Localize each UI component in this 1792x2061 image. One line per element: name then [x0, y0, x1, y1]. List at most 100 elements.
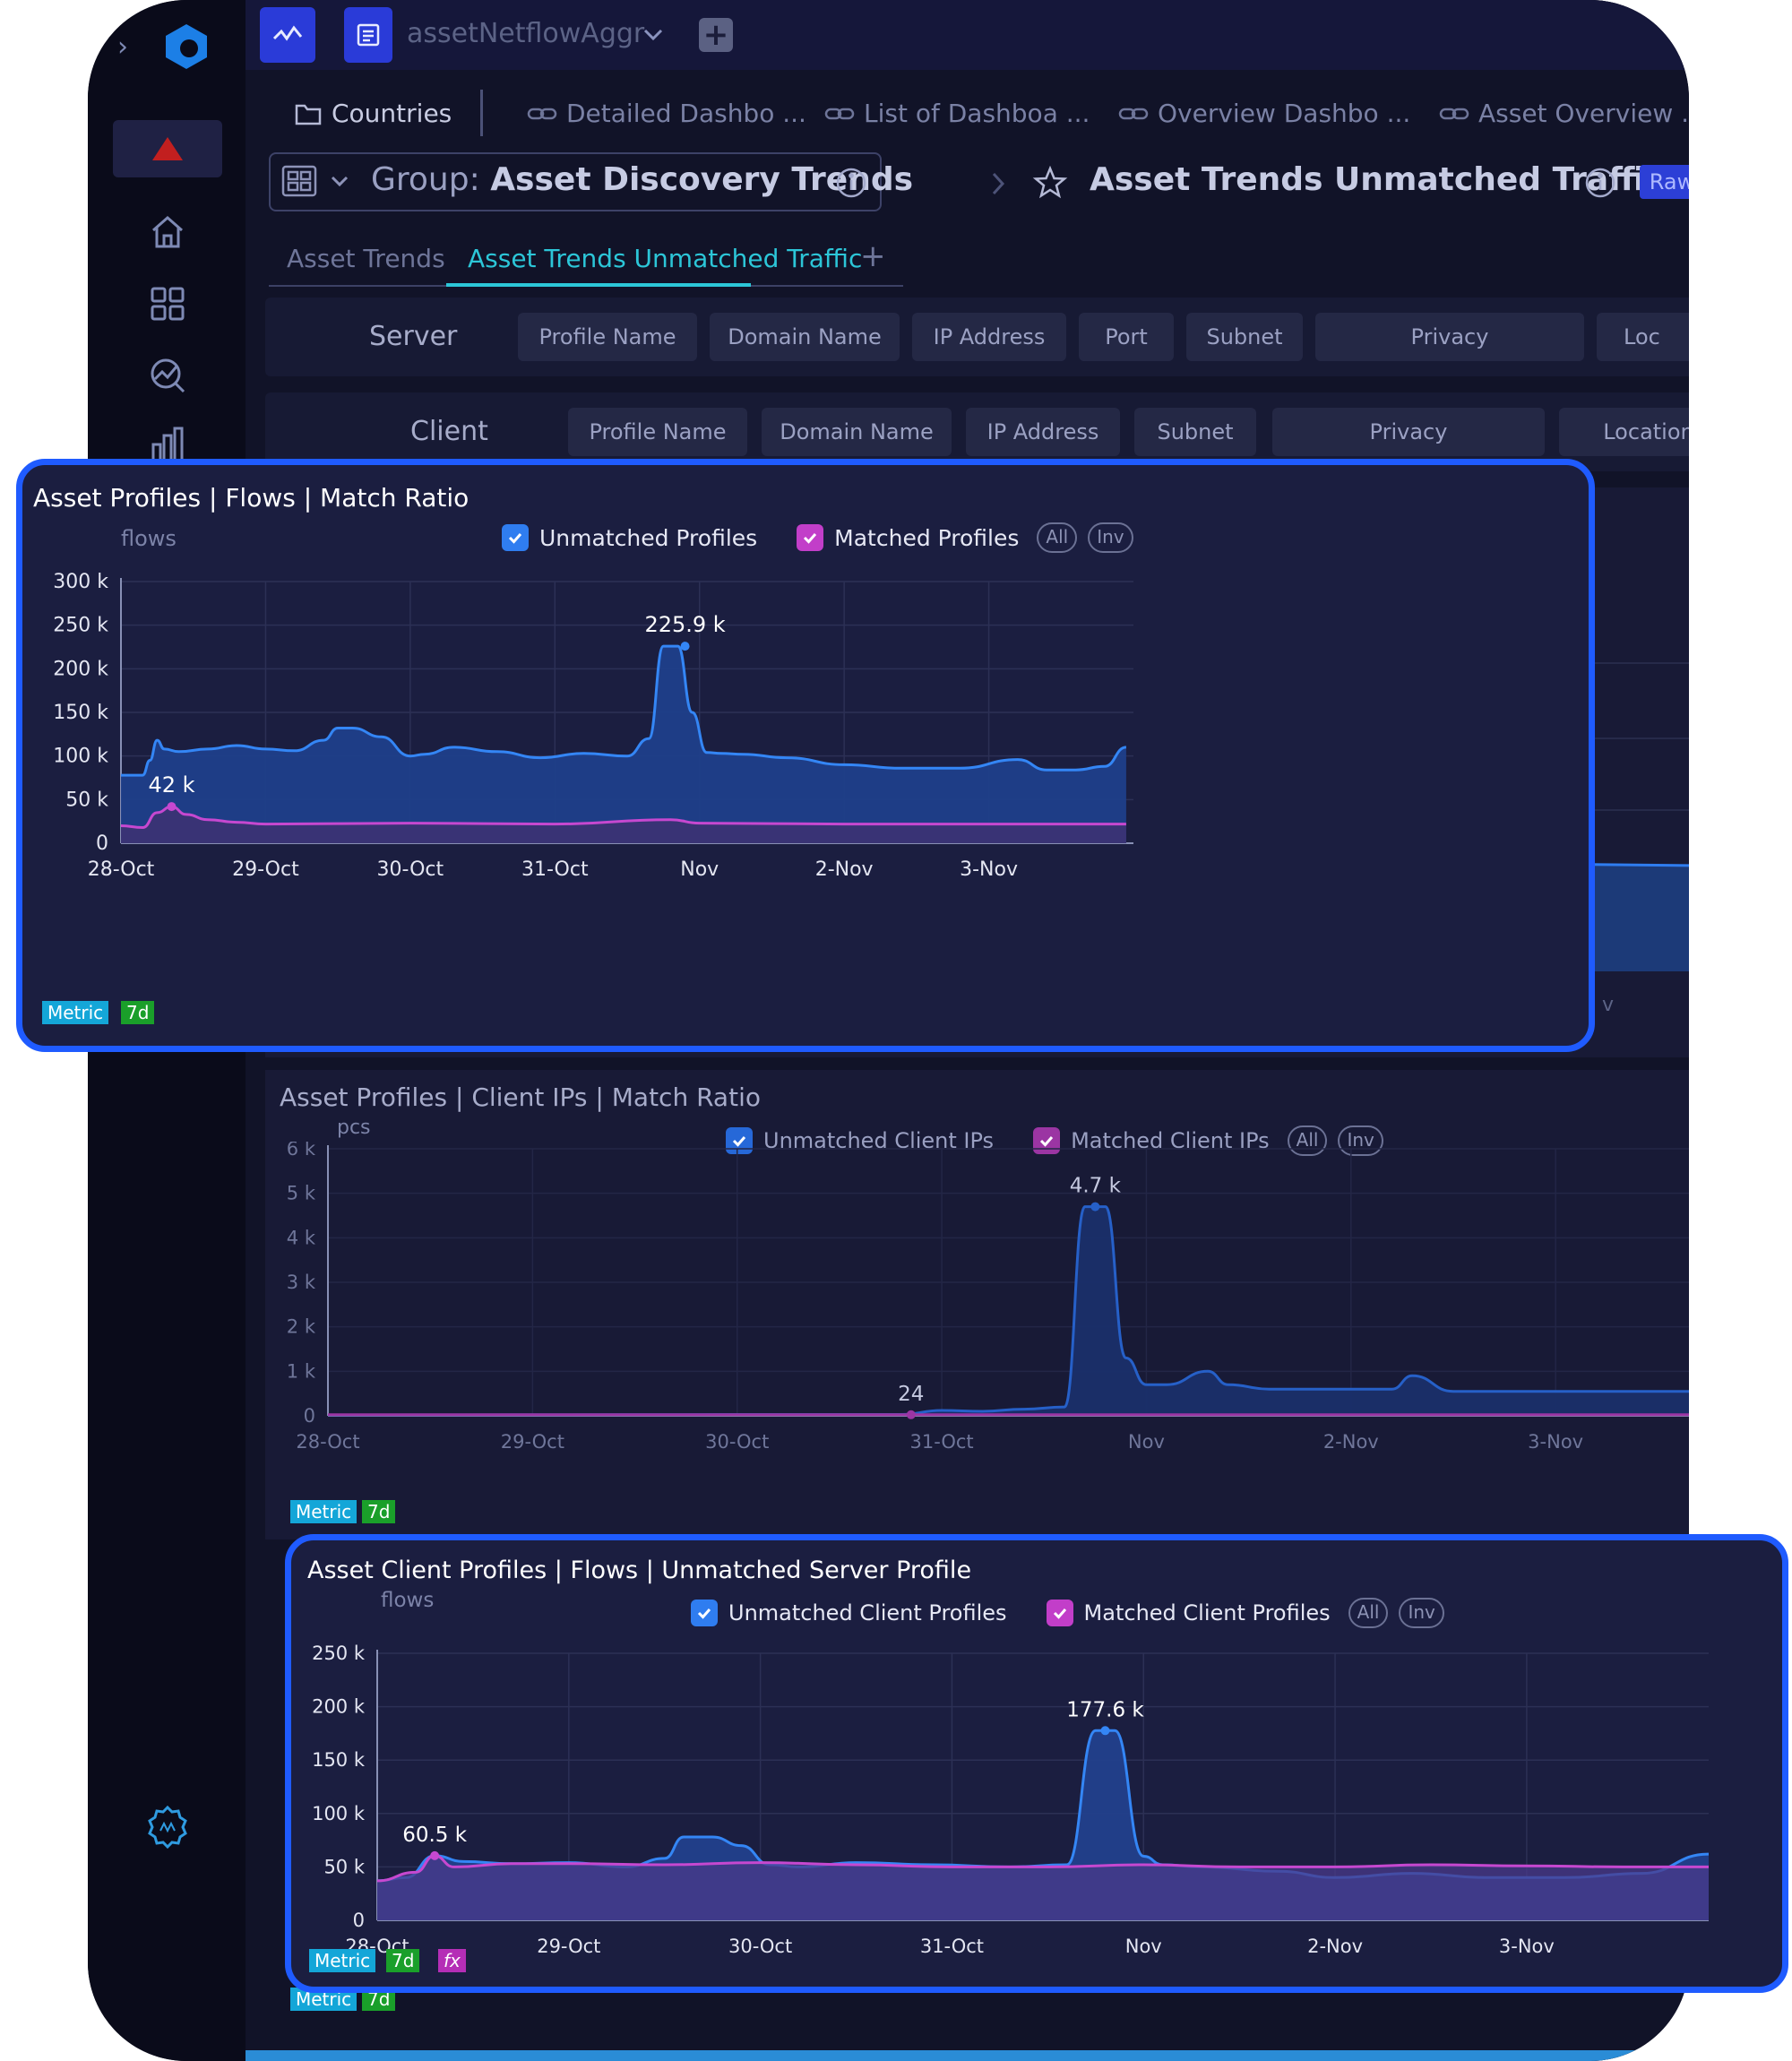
subtab-asset-trends-unmatched[interactable]: Asset Trends Unmatched Traffic	[468, 244, 863, 273]
tab-label: Overview Dashbo ...	[1158, 99, 1411, 128]
server-filter-location[interactable]: Loc	[1597, 313, 1689, 361]
top-toolbar: assetNetflowAggr +	[246, 0, 1689, 70]
x-tick-label: 29-Oct	[232, 858, 299, 881]
unmatched-series-area	[121, 646, 1126, 843]
server-filter-ip-address[interactable]: IP Address	[912, 313, 1066, 361]
home-icon[interactable]	[142, 208, 194, 256]
unmatched-checkbox[interactable]	[691, 1600, 718, 1626]
client-filter-privacy[interactable]: Privacy	[1272, 408, 1545, 456]
peak-label: 24	[898, 1383, 924, 1406]
x-tick-label: 31-Oct	[909, 1431, 973, 1453]
peak-label: 225.9 k	[644, 612, 725, 637]
analytics-icon[interactable]	[142, 351, 194, 400]
client-filter-profile-name[interactable]: Profile Name	[568, 408, 747, 456]
add-datasource-button[interactable]: +	[699, 18, 733, 52]
matched-checkbox[interactable]	[1046, 1600, 1073, 1626]
x-tick-label: Nov	[680, 858, 719, 881]
server-filter-port[interactable]: Port	[1079, 313, 1174, 361]
info-icon[interactable]	[1584, 167, 1616, 203]
server-filter-privacy[interactable]: Privacy	[1315, 313, 1584, 361]
x-tick-label: 29-Oct	[537, 1936, 600, 1957]
y-tick-label: 4 k	[287, 1227, 316, 1248]
client-filter-subnet[interactable]: Subnet	[1134, 408, 1256, 456]
all-chip[interactable]: All	[1037, 522, 1078, 553]
y-tick-label: 50 k	[65, 789, 108, 811]
favorite-star-icon[interactable]	[1032, 165, 1068, 204]
chart-unit: flows	[381, 1589, 435, 1612]
bottom-scroll-strip	[246, 2050, 1689, 2061]
inv-chip[interactable]: Inv	[1399, 1598, 1444, 1628]
y-tick-label: 0	[96, 832, 108, 855]
all-chip[interactable]: All	[1287, 1125, 1328, 1156]
group-title[interactable]: Group: Asset Discovery Trends	[371, 161, 913, 198]
chart-panel-flows: Asset Profiles | Flows | Match Ratio flo…	[16, 459, 1595, 1052]
y-tick-label: 0	[353, 1910, 365, 1931]
tab-asset-overview[interactable]: Asset Overview ...	[1439, 99, 1689, 128]
x-tick-label: 30-Oct	[377, 858, 444, 881]
whats-new-icon[interactable]	[140, 1799, 195, 1855]
legend-matched-label[interactable]: Matched Client Profiles	[1083, 1600, 1331, 1626]
tab-list-of-dashboards[interactable]: List of Dashboa ...	[824, 99, 1090, 128]
y-tick-label: 100 k	[312, 1803, 366, 1824]
y-tick-label: 100 k	[53, 746, 108, 768]
x-tick-label: 28-Oct	[296, 1431, 359, 1453]
metric-badge: Metric	[290, 1500, 358, 1523]
client-filter-location[interactable]: Location	[1559, 408, 1689, 456]
info-icon[interactable]	[835, 167, 867, 203]
client-filter-row: Client Profile Name Domain Name IP Addre…	[265, 392, 1689, 471]
y-tick-label: 0	[304, 1405, 315, 1427]
dashboards-grid-icon[interactable]	[142, 280, 194, 328]
link-icon	[824, 108, 855, 119]
link-icon	[1118, 108, 1149, 119]
dashboard-title: Asset Trends Unmatched Traffic	[1090, 161, 1664, 198]
reports-icon[interactable]	[142, 427, 194, 462]
server-filter-label: Server	[369, 321, 458, 352]
tab-detailed-dashboard[interactable]: Detailed Dashbo ...	[527, 99, 806, 128]
raw-badge[interactable]: Raw	[1640, 165, 1689, 199]
legend-unmatched-label[interactable]: Unmatched Client Profiles	[728, 1600, 1007, 1626]
unmatched-series-area	[328, 1206, 1689, 1416]
add-subtab-button[interactable]: +	[860, 238, 886, 274]
x-tick-label: 31-Oct	[920, 1936, 984, 1957]
y-tick-label: 3 k	[287, 1272, 316, 1293]
chevron-down-icon[interactable]	[328, 170, 351, 195]
group-selector[interactable]	[269, 152, 882, 211]
chevron-down-icon[interactable]	[640, 16, 667, 56]
peak-point	[1100, 1726, 1110, 1736]
unmatched-checkbox[interactable]	[726, 1127, 753, 1154]
group-prefix: Group:	[371, 161, 480, 198]
metrics-button[interactable]	[260, 7, 315, 63]
datasource-name[interactable]: assetNetflowAggr	[407, 18, 645, 49]
chart-title: Asset Client Profiles | Flows | Unmatche…	[307, 1557, 972, 1584]
inv-chip[interactable]: Inv	[1088, 522, 1133, 553]
legend-unmatched-label[interactable]: Unmatched Profiles	[539, 524, 758, 551]
server-filter-profile-name[interactable]: Profile Name	[518, 313, 697, 361]
svg-text:v: v	[1602, 994, 1614, 1016]
inv-chip[interactable]: Inv	[1338, 1125, 1383, 1156]
client-filter-domain-name[interactable]: Domain Name	[762, 408, 952, 456]
unmatched-series-line	[121, 644, 1127, 777]
tab-overview-dashboard[interactable]: Overview Dashbo ...	[1118, 99, 1410, 128]
alert-icon[interactable]	[113, 120, 222, 177]
unmatched-checkbox[interactable]	[502, 524, 529, 551]
chart-unit: flows	[121, 526, 177, 551]
legend-matched-label[interactable]: Matched Profiles	[834, 524, 1020, 551]
server-filter-domain-name[interactable]: Domain Name	[710, 313, 900, 361]
matched-checkbox[interactable]	[1033, 1127, 1061, 1154]
tab-countries[interactable]: Countries	[294, 99, 452, 128]
peak-label: 4.7 k	[1070, 1175, 1122, 1198]
datasource-icon-button[interactable]	[344, 7, 392, 63]
x-tick-label: 3-Nov	[1499, 1936, 1555, 1957]
server-filter-subnet[interactable]: Subnet	[1186, 313, 1303, 361]
x-tick-label: 30-Oct	[728, 1936, 792, 1957]
all-chip[interactable]: All	[1348, 1598, 1389, 1628]
client-filter-ip-address[interactable]: IP Address	[966, 408, 1120, 456]
peak-label: 60.5 k	[402, 1824, 468, 1847]
chart-panel-client-ips: Asset Profiles | Client IPs | Match Rati…	[265, 1070, 1689, 1539]
group-grid-icon[interactable]	[281, 165, 317, 201]
y-tick-label: 2 k	[287, 1316, 316, 1338]
expand-sidebar-icon[interactable]: ›	[117, 30, 128, 63]
subtab-asset-trends[interactable]: Asset Trends	[287, 244, 445, 273]
matched-checkbox[interactable]	[797, 524, 824, 551]
peak-label: 177.6 k	[1066, 1698, 1144, 1721]
